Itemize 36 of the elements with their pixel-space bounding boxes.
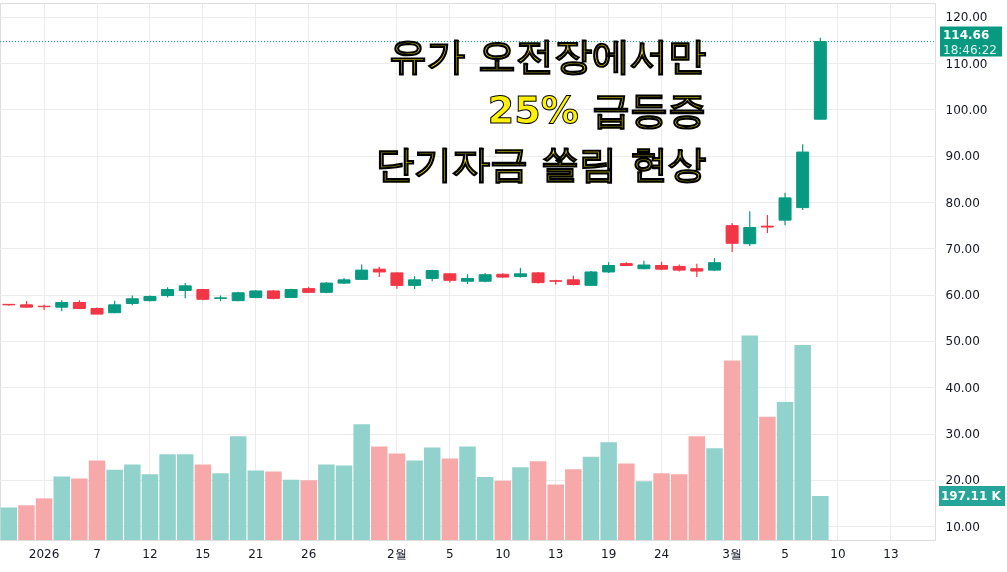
x-tick-label: 3월	[722, 546, 742, 561]
x-tick-label: 5	[781, 546, 789, 561]
x-tick-label: 26	[301, 546, 317, 561]
x-tick-label: 10	[495, 546, 511, 561]
y-tick-label: 20.00	[945, 473, 980, 488]
text: 197.11 K	[941, 489, 1002, 504]
x-tick-label: 19	[600, 546, 617, 561]
y-tick-label: 120.00	[945, 10, 988, 25]
x-tick-label: 15	[195, 546, 211, 561]
y-tick-label: 30.00	[945, 427, 980, 442]
y-tick-label: 60.00	[945, 288, 980, 303]
text: 유가 오전장에서만 25% 급등증 단기자금 쏠림 현상	[375, 34, 706, 186]
y-tick-label: 70.00	[945, 241, 980, 256]
x-tick-label: 13	[883, 546, 899, 561]
x-tick-label: 13	[548, 546, 564, 561]
x-tick-label: 10	[830, 546, 846, 561]
ref-line-label: 114.66	[943, 27, 990, 42]
x-tick-label: 2026	[28, 546, 60, 561]
y-tick-label: 40.00	[945, 380, 980, 395]
x-tick-label: 5	[446, 546, 454, 561]
x-tick-label: 12	[142, 546, 158, 561]
x-tick-label: 7	[93, 546, 101, 561]
candlestick	[725, 222, 739, 253]
candlestick	[760, 214, 774, 234]
y-tick-label: 80.00	[945, 195, 980, 210]
text: 18:46:22	[943, 42, 997, 57]
y-tick-label: 110.00	[945, 56, 988, 71]
y-tick-label: 50.00	[945, 334, 980, 349]
y-tick-label: 100.00	[945, 102, 988, 117]
y-tick-label: 10.00	[945, 519, 980, 534]
x-tick-label: 21	[248, 546, 264, 561]
x-tick-label: 2월	[387, 546, 407, 561]
candlestick	[778, 192, 792, 226]
candlestick	[743, 210, 757, 247]
y-tick-label: 90.00	[945, 149, 980, 164]
x-tick-label: 24	[653, 546, 670, 561]
